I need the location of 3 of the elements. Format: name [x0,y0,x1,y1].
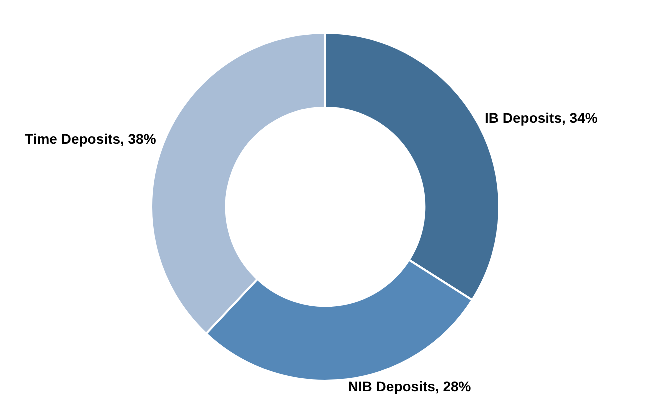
slice-label: Time Deposits, 38% [25,130,157,147]
slice-label: NIB Deposits, 28% [348,378,472,394]
slice-label: IB Deposits, 34% [484,110,598,126]
